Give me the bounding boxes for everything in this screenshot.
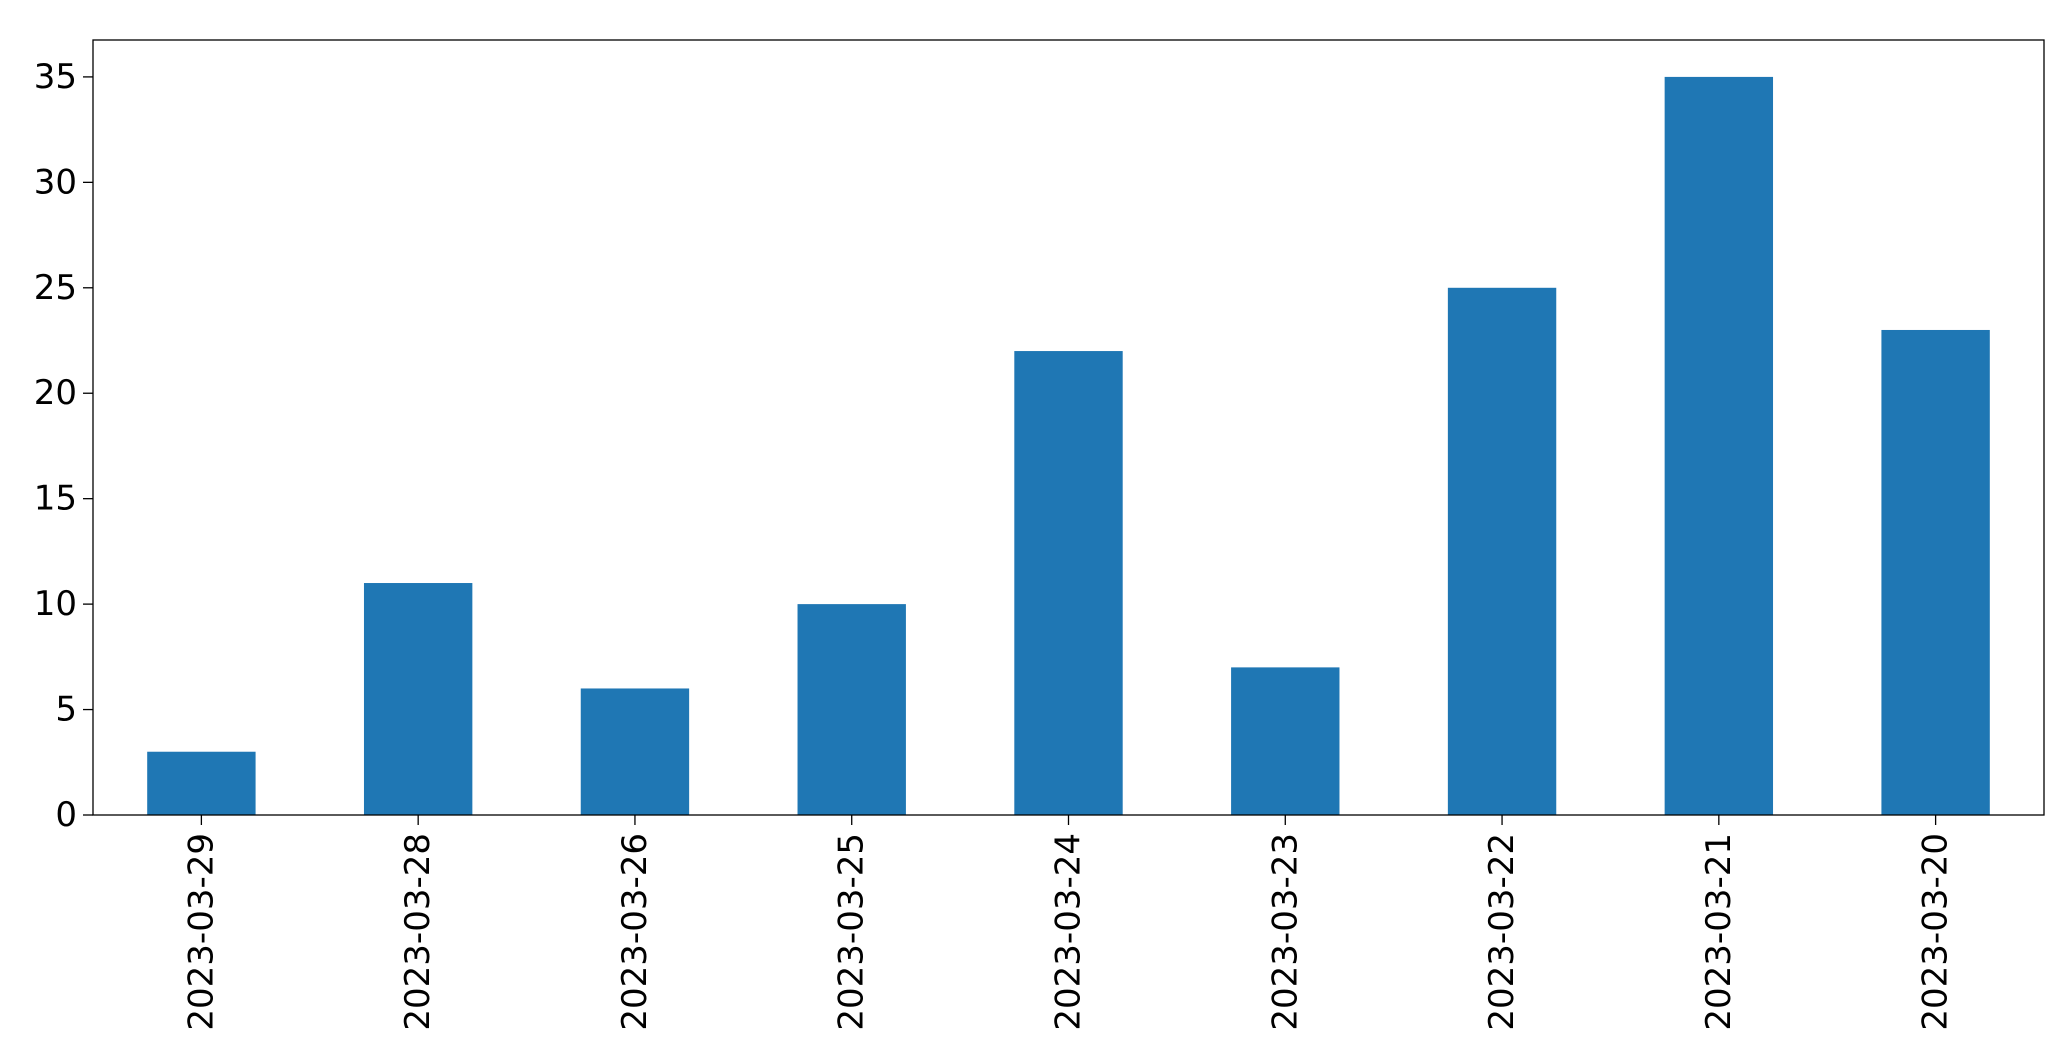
bar-2023-03-28 xyxy=(363,583,473,815)
x-tick-label: 2023-03-24 xyxy=(1049,833,1089,1031)
y-tick-label: 10 xyxy=(34,584,77,624)
bar-2023-03-25 xyxy=(797,604,906,815)
x-tick-label: 2023-03-22 xyxy=(1482,833,1522,1031)
bar-2023-03-21 xyxy=(1664,76,1774,815)
x-tick-label: 2023-03-26 xyxy=(615,833,655,1031)
y-tick-label: 0 xyxy=(55,795,77,835)
plot-frame xyxy=(92,39,2045,816)
y-axis: 0 5 10 15 20 25 30 35 xyxy=(34,57,93,835)
y-tick-label: 15 xyxy=(34,479,77,519)
x-tick-label: 2023-03-25 xyxy=(832,833,872,1031)
bar-2023-03-20 xyxy=(1881,329,1990,815)
x-tick-label: 2023-03-29 xyxy=(181,833,221,1031)
x-tick-label: 2023-03-23 xyxy=(1265,833,1305,1031)
bar-2023-03-22 xyxy=(1447,287,1557,815)
x-tick-label: 2023-03-20 xyxy=(1916,833,1956,1031)
x-tick-label: 2023-03-28 xyxy=(398,833,438,1031)
y-tick-label: 30 xyxy=(34,162,77,202)
bar-2023-03-24 xyxy=(1014,351,1123,815)
x-tick-label: 2023-03-21 xyxy=(1699,833,1739,1031)
y-tick-label: 5 xyxy=(55,690,77,730)
y-tick-label: 35 xyxy=(34,57,77,97)
y-tick-label: 25 xyxy=(34,268,77,308)
bar-2023-03-23 xyxy=(1231,667,1340,815)
bar-2023-03-29 xyxy=(147,751,256,815)
x-axis: 2023-03-29 2023-03-28 2023-03-26 2023-03-25… xyxy=(181,815,1956,1031)
bar-2023-03-26 xyxy=(580,688,690,815)
y-tick-label: 20 xyxy=(34,373,77,413)
bars-group xyxy=(147,76,1990,815)
